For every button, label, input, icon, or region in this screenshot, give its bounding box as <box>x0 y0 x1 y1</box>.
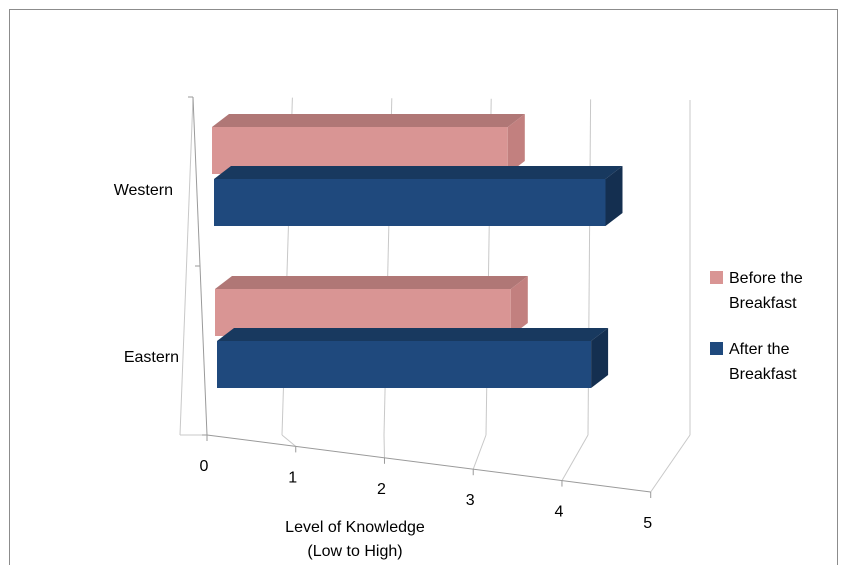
legend-label-after-line-1: After the <box>729 341 790 358</box>
labels: Western Eastern Level of Knowledge (Low … <box>114 182 653 560</box>
legend-swatch-before <box>710 271 723 284</box>
x-tick-label-5: 5 <box>643 515 652 532</box>
x-axis-title-line-2: (Low to High) <box>307 543 402 560</box>
x-tick-label-4: 4 <box>555 504 564 521</box>
gridline-floor-4 <box>561 434 589 481</box>
gridline-floor-5 <box>650 434 691 493</box>
bar-eastern-before-end <box>510 276 528 336</box>
x-axis-line <box>206 434 651 493</box>
axes <box>188 96 652 498</box>
legend-swatch-after <box>710 342 723 355</box>
bar-eastern-after-front <box>217 341 592 388</box>
x-tick-label-3: 3 <box>466 492 475 509</box>
bar-eastern-after-end <box>591 328 609 388</box>
bar-eastern-after-top <box>217 328 609 341</box>
category-label-western: Western <box>114 182 173 199</box>
x-tick-label-1: 1 <box>288 469 297 486</box>
bars <box>212 114 623 388</box>
category-label-eastern: Eastern <box>124 349 179 366</box>
bar-western-after-front <box>214 179 606 226</box>
x-axis-title-line-1: Level of Knowledge <box>285 519 425 536</box>
bar-western-before-end <box>507 114 525 174</box>
x-tick-label-0: 0 <box>200 458 209 475</box>
legend-label-before-line-1: Before the <box>729 270 803 287</box>
bar-eastern-before-top <box>215 276 528 289</box>
legend: Before the Breakfast After the Breakfast <box>710 270 803 383</box>
legend-label-before-line-2: Breakfast <box>729 295 797 312</box>
bar-western-after-top <box>214 166 623 179</box>
bar-western-after-end <box>605 166 623 226</box>
x-tick-label-2: 2 <box>377 481 386 498</box>
bar-western-before-top <box>212 114 525 127</box>
gridline-back-0 <box>179 96 194 436</box>
gridline-floor-1 <box>281 434 297 447</box>
gridline-floor-3 <box>472 434 487 470</box>
legend-label-after-line-2: Breakfast <box>729 366 797 383</box>
